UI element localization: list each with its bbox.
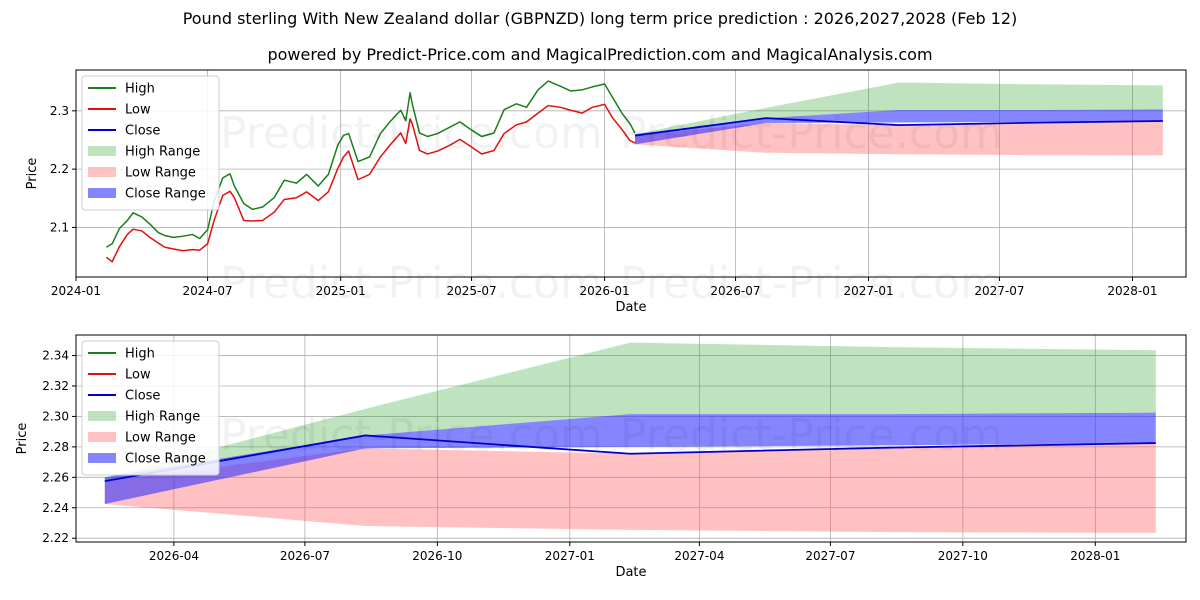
y-axis-label: Price xyxy=(25,158,40,190)
panel-1: Predict-Price.com Predict-Price.com Predic… xyxy=(25,69,1187,315)
legend-box xyxy=(81,75,220,211)
legend: High Low Close High Range Low Range Close Ran… xyxy=(81,340,220,476)
legend-label: High xyxy=(125,347,155,362)
legend-label: Close xyxy=(125,124,160,139)
x-tick-label: 2028-01 xyxy=(1107,284,1157,298)
x-tick-label: 2026-10 xyxy=(412,549,462,563)
low-series-line xyxy=(105,103,636,263)
x-tick-label: 2026-04 xyxy=(149,549,199,563)
x-tick-label: 2026-07 xyxy=(710,284,760,298)
legend-swatch xyxy=(88,167,116,177)
legend-label: Low xyxy=(125,103,151,118)
y-axis-label: Price xyxy=(15,423,30,455)
watermark-text: Predict-Price.com xyxy=(220,258,603,309)
watermark-text: Predict-Price.com xyxy=(620,108,1003,159)
high-range-band xyxy=(104,342,1156,482)
chart-title: Pound sterling With New Zealand dollar (… xyxy=(182,9,1018,28)
watermark-text: Predict-Price.com xyxy=(620,410,1003,461)
legend-swatch xyxy=(88,411,116,421)
legend-label: Close Range xyxy=(125,452,206,467)
y-tick-label: 2.22 xyxy=(42,531,69,545)
x-tick-label: 2028-01 xyxy=(1070,549,1120,563)
legend-label: Low xyxy=(125,368,151,383)
y-tick-label: 2.1 xyxy=(50,220,69,234)
x-tick-label: 2027-10 xyxy=(938,549,988,563)
y-tick-label: 2.30 xyxy=(42,409,69,423)
x-tick-label: 2026-01 xyxy=(580,284,630,298)
x-tick-label: 2027-07 xyxy=(974,284,1024,298)
legend-label: Close Range xyxy=(125,187,206,202)
watermark-text: Predict-Price.com xyxy=(620,258,1003,309)
panel-2: Predict-Price.com Predict-Price.com 2026-0… xyxy=(15,334,1187,580)
plot-frame xyxy=(75,69,1187,278)
y-tick-label: 2.24 xyxy=(42,501,69,515)
high-series-line xyxy=(105,80,636,248)
legend-label: Low Range xyxy=(125,166,196,181)
x-axis-label: Date xyxy=(615,565,646,580)
x-tick-label: 2027-01 xyxy=(545,549,595,563)
high-range-band xyxy=(634,82,1163,136)
y-tick-label: 2.32 xyxy=(42,379,69,393)
legend-label: High xyxy=(125,82,155,97)
legend-swatch xyxy=(88,432,116,442)
y-tick-label: 2.26 xyxy=(42,470,69,484)
plot-frame xyxy=(75,334,1187,543)
chart-subtitle: powered by Predict-Price.com and Magical… xyxy=(267,45,933,64)
legend-box xyxy=(81,340,220,476)
watermark-text: Predict-Price.com xyxy=(220,410,603,461)
x-tick-label: 2026-07 xyxy=(280,549,330,563)
close-forecast-line xyxy=(634,117,1163,137)
low-range-band xyxy=(634,121,1163,156)
x-tick-label: 2025-07 xyxy=(446,284,496,298)
legend-label: High Range xyxy=(125,145,200,160)
x-tick-label: 2027-04 xyxy=(674,549,724,563)
legend-label: Low Range xyxy=(125,431,196,446)
x-tick-label: 2027-07 xyxy=(805,549,855,563)
x-axis-label: Date xyxy=(615,300,646,315)
x-tick-label: 2027-01 xyxy=(843,284,893,298)
x-tick-label: 2024-07 xyxy=(183,284,233,298)
x-tick-label: 2024-01 xyxy=(51,284,101,298)
legend: High Low Close High Range Low Range Close Ran… xyxy=(81,75,220,211)
legend-swatch xyxy=(88,453,116,463)
legend-swatch xyxy=(88,188,116,198)
low-range-band xyxy=(104,443,1156,533)
y-tick-label: 2.3 xyxy=(50,104,69,118)
watermark-text: Predict-Price.com xyxy=(220,108,603,159)
close-forecast-line xyxy=(104,434,1156,483)
legend-label: High Range xyxy=(125,410,200,425)
legend-label: Close xyxy=(125,389,160,404)
y-tick-label: 2.28 xyxy=(42,440,69,454)
y-tick-label: 2.2 xyxy=(50,162,69,176)
y-tick-label: 2.34 xyxy=(42,349,69,363)
legend-swatch xyxy=(88,146,116,156)
x-tick-label: 2025-01 xyxy=(316,284,366,298)
